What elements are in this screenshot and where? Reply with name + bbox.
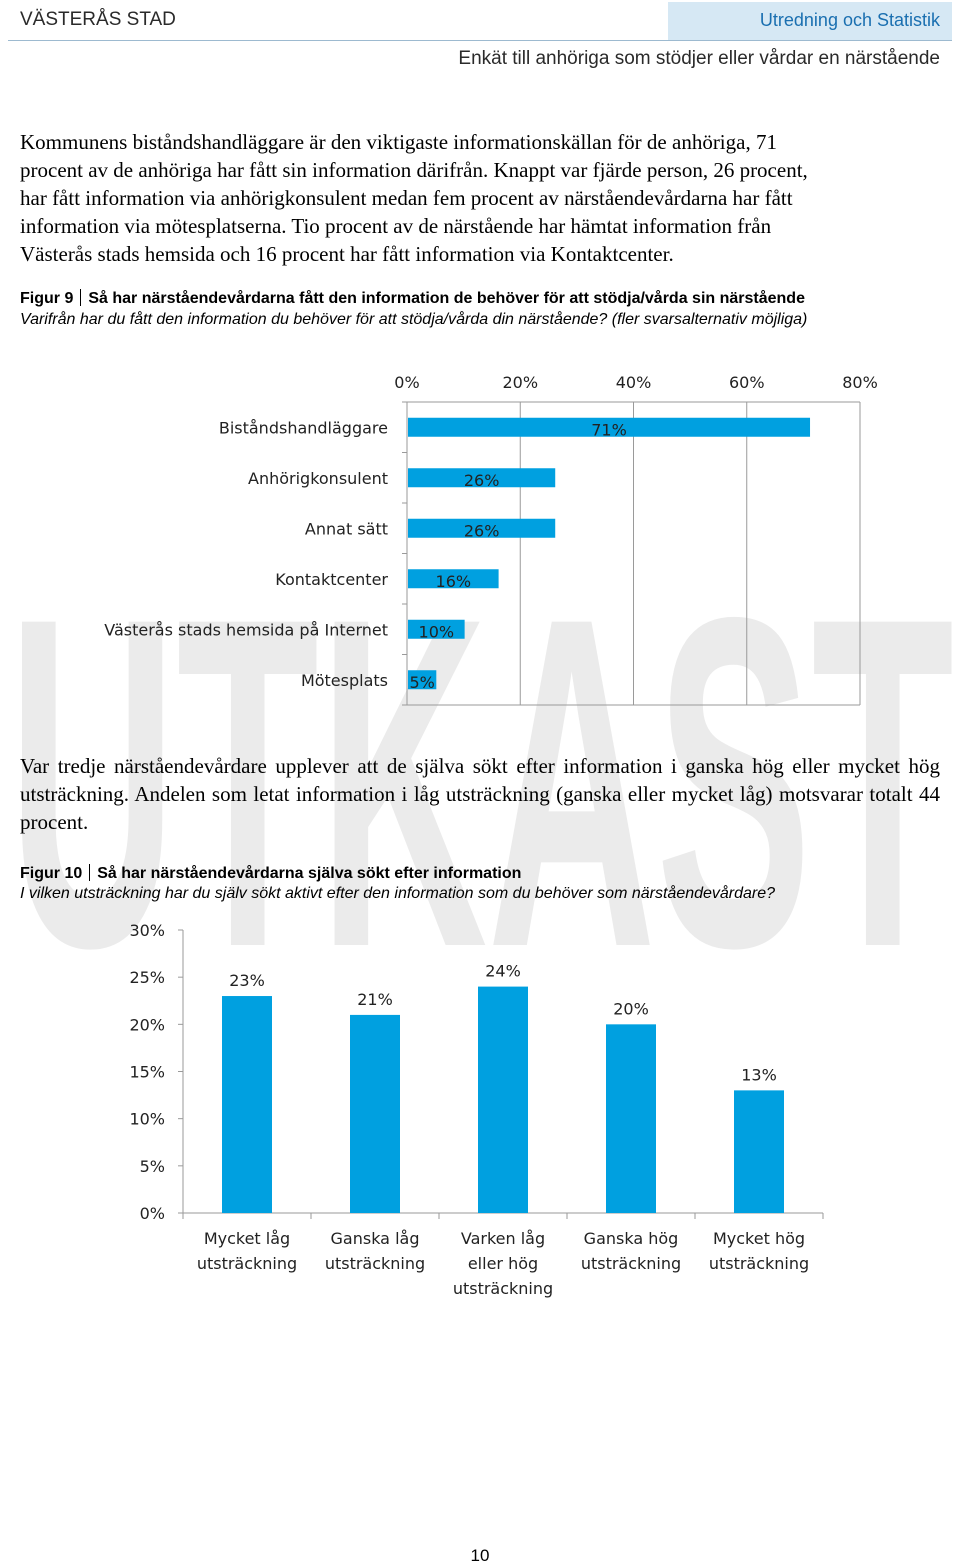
bar xyxy=(408,417,811,437)
data-label: 71% xyxy=(591,420,627,439)
header-organization: VÄSTERÅS STAD xyxy=(20,9,176,30)
text-line: har fått information via anhörigkonsulen… xyxy=(20,186,793,210)
header-accent-box xyxy=(668,2,952,40)
data-label: 16% xyxy=(436,572,472,591)
category-label: Mötesplats xyxy=(301,671,388,690)
x-tick-label: 0% xyxy=(394,373,419,392)
data-label: 26% xyxy=(464,471,500,490)
x-tick-label: 40% xyxy=(616,373,652,392)
text-line: Västerås stads hemsida och 16 procent ha… xyxy=(20,242,674,266)
x-tick-label: 60% xyxy=(729,373,765,392)
category-label-line: utsträckning xyxy=(709,1254,809,1273)
category-label: Ganska låg utsträckning xyxy=(325,1229,425,1273)
category-label: Västerås stads hemsida på Internet xyxy=(104,620,388,639)
y-tick-label: 15% xyxy=(129,1063,165,1082)
x-tick-label: 80% xyxy=(842,373,878,392)
y-tick-label: 5% xyxy=(140,1157,165,1176)
bar xyxy=(478,986,528,1213)
bar xyxy=(408,569,499,589)
data-label: 24% xyxy=(485,962,521,981)
data-label: 20% xyxy=(613,999,649,1018)
category-label: Kontaktcenter xyxy=(275,570,388,589)
bar xyxy=(222,996,272,1213)
category-label-line: Ganska låg xyxy=(331,1229,420,1248)
data-label: 10% xyxy=(419,622,455,641)
figure-9-title: Så har närståendevårdarna fått den infor… xyxy=(88,290,805,307)
bar xyxy=(408,619,465,639)
category-label-line: Varken låg xyxy=(461,1229,545,1248)
x-tick-label: 20% xyxy=(502,373,538,392)
data-label: 13% xyxy=(741,1065,777,1084)
figure-9-chart: 0% 20% 40% 60% 80% Biståndshandläggare 71% Anhö… xyxy=(104,373,878,706)
y-tick-label: 25% xyxy=(129,968,165,987)
header-report-title: Enkät till anhöriga som stödjer eller vå… xyxy=(458,48,940,69)
y-tick-label: 10% xyxy=(129,1110,165,1129)
figure-9-caption: Figur 9 Så har närståendevårdarna fått de… xyxy=(20,289,805,308)
bar xyxy=(606,1024,656,1213)
category-label-line: utsträckning xyxy=(581,1254,681,1273)
text-line: Kommunens biståndshandläggare är den vik… xyxy=(20,130,777,154)
bar xyxy=(734,1090,784,1213)
caption-separator xyxy=(89,864,91,881)
caption-separator xyxy=(80,289,82,306)
bar xyxy=(408,670,437,690)
bar xyxy=(350,1014,400,1213)
bar xyxy=(408,468,556,488)
category-label: Annat sätt xyxy=(305,519,388,538)
category-label-line: Mycket låg xyxy=(204,1229,290,1248)
body-paragraph-1: Kommunens biståndshandläggare är den vik… xyxy=(20,128,940,268)
category-label-line: utsträckning xyxy=(197,1254,297,1273)
y-tick-label: 20% xyxy=(129,1015,165,1034)
data-label: 5% xyxy=(409,673,434,692)
category-label: Mycket hög utsträckning xyxy=(709,1229,809,1273)
category-label: Ganska hög utsträckning xyxy=(581,1229,681,1273)
header-divider xyxy=(8,40,952,41)
category-label: Biståndshandläggare xyxy=(219,418,388,437)
text-line: procent av de anhöriga har fått sin info… xyxy=(20,158,808,182)
figure-10-caption: Figur 10 Så har närståendevårdarna själva… xyxy=(20,864,521,883)
category-label-line: eller hög xyxy=(468,1254,538,1273)
category-label: Varken låg eller hög utsträckning xyxy=(453,1229,553,1298)
figure-10-title: Så har närståendevårdarna själva sökt ef… xyxy=(97,865,522,882)
category-label: Mycket låg utsträckning xyxy=(197,1229,297,1273)
figure-10-question: I vilken utsträckning har du själv sökt … xyxy=(20,885,776,902)
body-paragraph-2: Var tredje närståendevårdare upplever at… xyxy=(20,754,940,834)
header-unit: Utredning och Statistik xyxy=(759,10,940,30)
category-label-line: utsträckning xyxy=(453,1279,553,1298)
figure-9-question: Varifrån har du fått den information du … xyxy=(20,311,808,328)
data-label: 23% xyxy=(229,971,265,990)
y-tick-label: 0% xyxy=(140,1204,165,1223)
figure-9-number: Figur 9 xyxy=(20,290,74,307)
data-label: 26% xyxy=(464,521,500,540)
bar xyxy=(408,518,556,538)
category-label-line: Mycket hög xyxy=(713,1229,805,1248)
category-label-line: utsträckning xyxy=(325,1254,425,1273)
page-number: 10 xyxy=(470,1546,490,1565)
text-line: information via mötesplatserna. Tio proc… xyxy=(20,214,772,238)
y-tick-label: 30% xyxy=(129,921,165,940)
figure-10-number: Figur 10 xyxy=(20,865,83,882)
category-label: Anhörigkonsulent xyxy=(248,469,388,488)
data-label: 21% xyxy=(357,990,393,1009)
category-label-line: Ganska hög xyxy=(584,1229,679,1248)
figure-10-chart: 0% 5% 10% 15% 20% 25% 30% 23% Mycket låg utsträck… xyxy=(129,921,824,1298)
